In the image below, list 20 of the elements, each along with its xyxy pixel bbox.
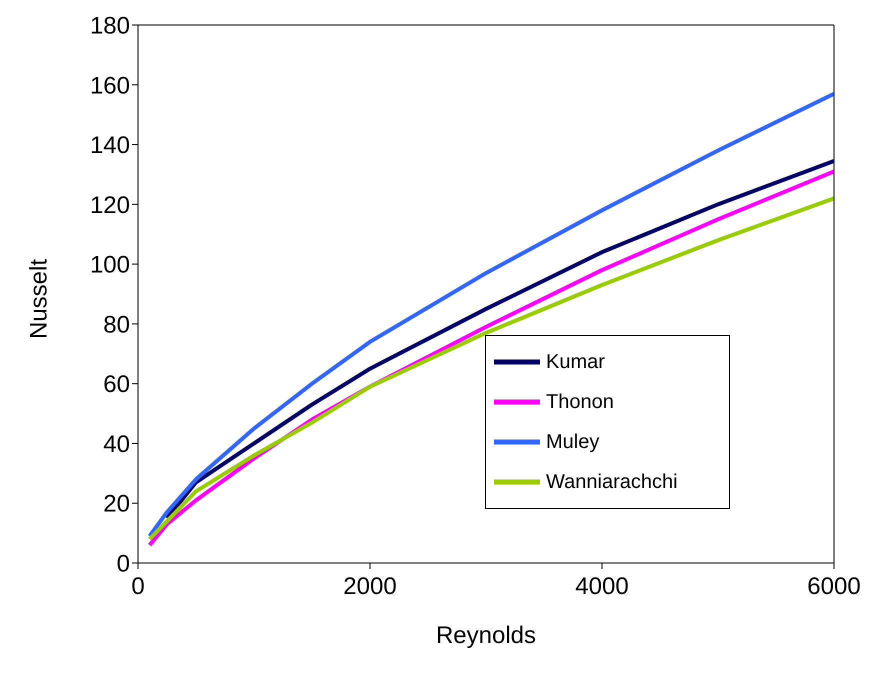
y-tick-label: 80 bbox=[103, 311, 130, 338]
y-tick-label: 0 bbox=[116, 550, 130, 578]
y-tick-label: 120 bbox=[90, 192, 130, 219]
x-tick-label: 4000 bbox=[575, 573, 629, 600]
y-tick-label: 160 bbox=[90, 72, 130, 100]
y-axis-title: Nusselt bbox=[26, 258, 53, 339]
y-tick-label: 140 bbox=[90, 132, 130, 160]
legend-label: Wanniarachchi bbox=[546, 470, 678, 494]
legend-label: Muley bbox=[546, 430, 600, 454]
line-series bbox=[148, 92, 834, 538]
legend-label: Kumar bbox=[546, 350, 605, 374]
y-tick-label: 20 bbox=[103, 490, 130, 518]
y-tick-label: 60 bbox=[103, 371, 130, 398]
y-tick-label: 180 bbox=[90, 12, 130, 40]
y-tick-label: 100 bbox=[90, 252, 130, 279]
legend-label: Thonon bbox=[546, 390, 614, 414]
x-tick-label: 6000 bbox=[807, 573, 861, 600]
x-tick-label: 2000 bbox=[343, 573, 397, 600]
y-tick-label: 40 bbox=[103, 430, 130, 458]
x-axis-title: Reynolds bbox=[436, 622, 536, 649]
